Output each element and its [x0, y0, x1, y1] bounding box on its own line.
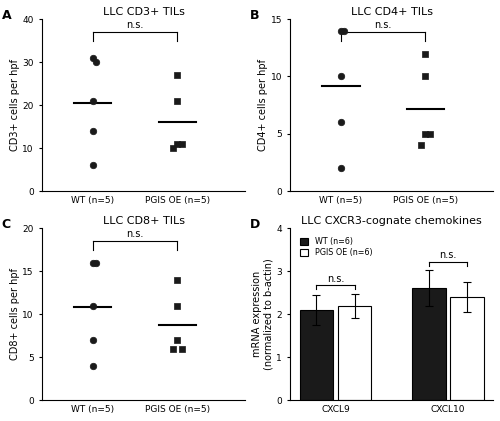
Text: n.s.: n.s. [126, 229, 144, 240]
Text: C: C [2, 218, 11, 231]
Title: LLC CD8+ TILs: LLC CD8+ TILs [102, 216, 184, 226]
Text: n.s.: n.s. [374, 20, 392, 30]
Text: A: A [2, 9, 11, 22]
Point [89, 128, 97, 134]
Point [89, 97, 97, 104]
Point [169, 145, 177, 152]
Point [174, 337, 182, 344]
Point [426, 131, 434, 137]
Bar [300, 310, 333, 400]
Y-axis label: CD3+ cells per hpf: CD3+ cells per hpf [10, 59, 20, 151]
Point [174, 277, 182, 283]
Text: D: D [250, 218, 260, 231]
Text: n.s.: n.s. [327, 274, 344, 284]
Bar [450, 297, 484, 400]
Bar [412, 288, 446, 400]
Point [178, 345, 186, 352]
Y-axis label: CD4+ cells per hpf: CD4+ cells per hpf [258, 59, 268, 151]
Point [418, 142, 426, 149]
Y-axis label: CD8+ cells per hpf: CD8+ cells per hpf [10, 268, 20, 360]
Point [337, 119, 345, 125]
Y-axis label: mRNA expression
(normalized to b-actin): mRNA expression (normalized to b-actin) [252, 258, 274, 370]
Point [422, 131, 430, 137]
Point [340, 27, 348, 34]
Point [174, 141, 182, 147]
Bar [338, 306, 372, 400]
Title: LLC CD3+ TILs: LLC CD3+ TILs [102, 7, 184, 17]
Point [89, 162, 97, 169]
Text: B: B [250, 9, 260, 22]
Legend: WT (n=6), PGIS OE (n=6): WT (n=6), PGIS OE (n=6) [297, 234, 376, 261]
Point [337, 27, 345, 34]
Point [92, 259, 100, 266]
Point [89, 54, 97, 61]
Point [337, 73, 345, 80]
Point [174, 97, 182, 104]
Point [89, 362, 97, 369]
Title: LLC CD4+ TILs: LLC CD4+ TILs [350, 7, 432, 17]
Text: n.s.: n.s. [439, 250, 456, 261]
Point [174, 302, 182, 309]
Point [92, 59, 100, 66]
Point [178, 141, 186, 147]
Point [174, 72, 182, 78]
Point [89, 337, 97, 344]
Point [89, 302, 97, 309]
Point [337, 165, 345, 171]
Point [422, 50, 430, 57]
Point [89, 259, 97, 266]
Point [169, 345, 177, 352]
Title: LLC CXCR3-cognate chemokines: LLC CXCR3-cognate chemokines [302, 216, 482, 226]
Text: n.s.: n.s. [126, 20, 144, 30]
Point [422, 73, 430, 80]
